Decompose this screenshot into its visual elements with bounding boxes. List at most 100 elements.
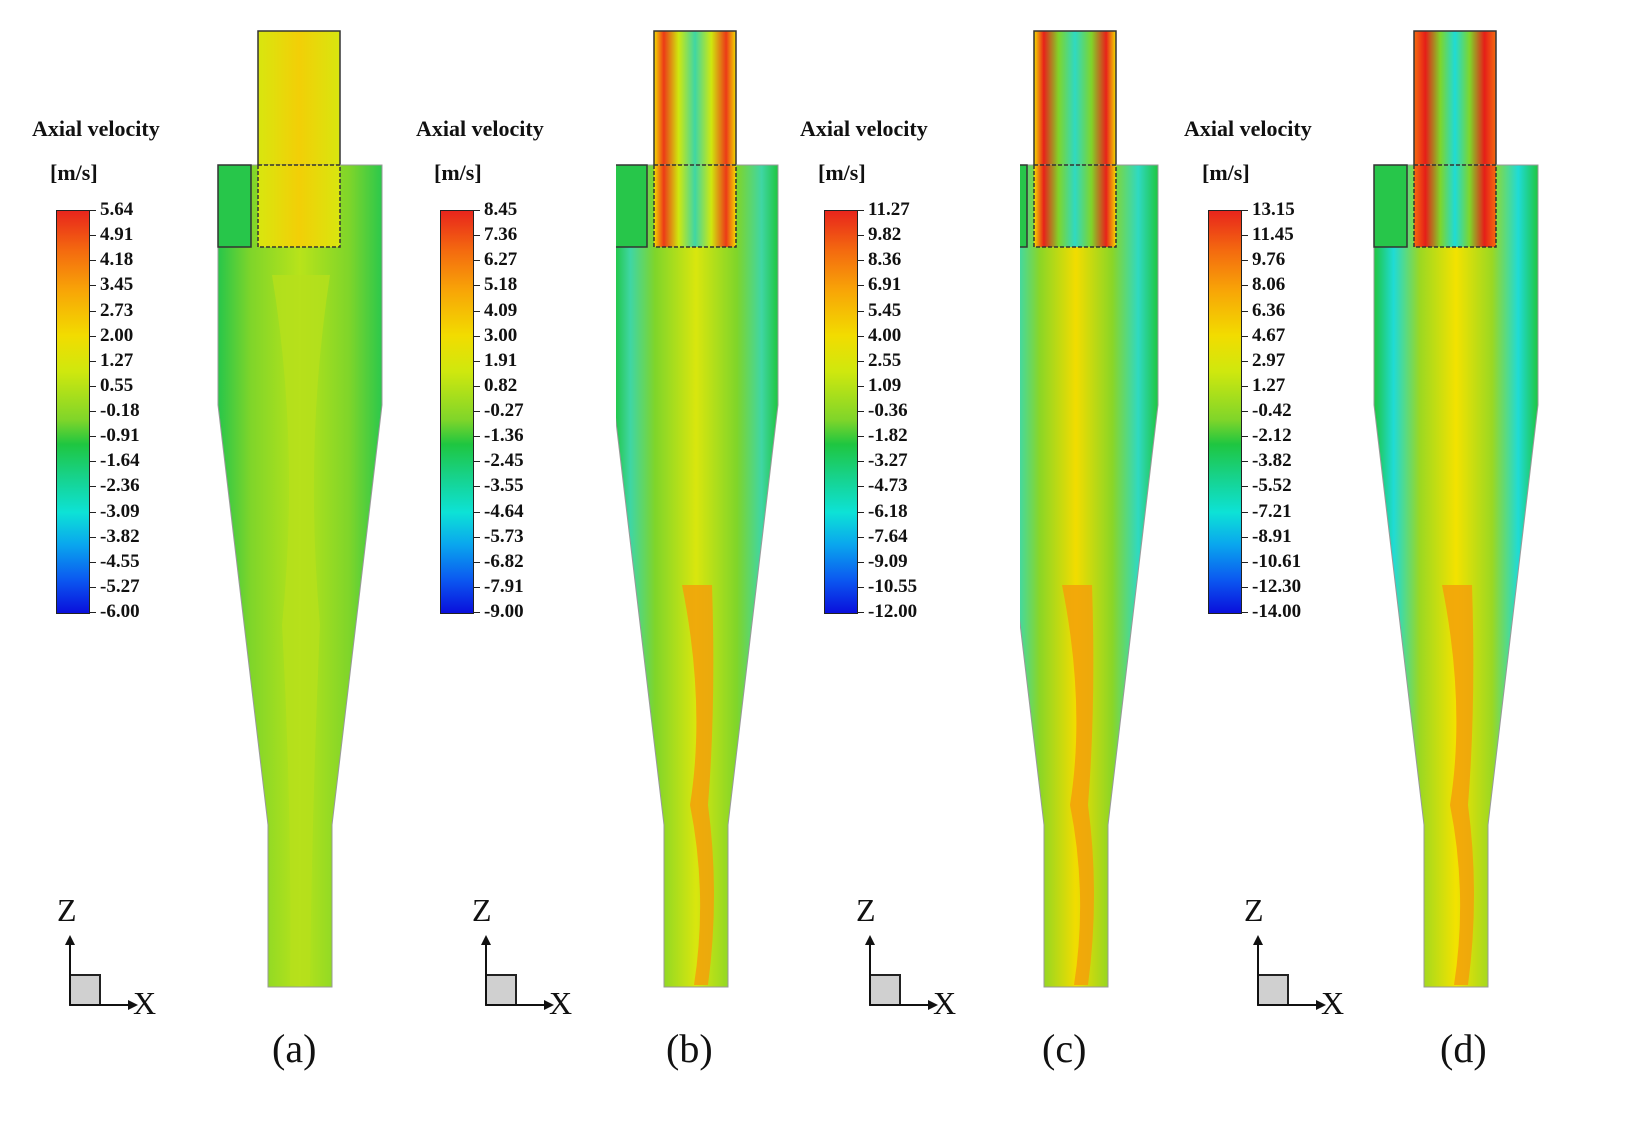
cyclone-contour (1020, 30, 1159, 988)
colorbar-tick (858, 461, 864, 462)
colorbar-tick-label: -0.36 (868, 400, 908, 421)
panel-caption: (a) (272, 1026, 317, 1071)
colorbar-tick-label: -14.00 (1252, 601, 1302, 622)
axis-triad (481, 935, 554, 1010)
colorbar-tick (1242, 210, 1248, 211)
colorbar-tick (90, 436, 96, 437)
colorbar-tick (90, 336, 96, 337)
colorbar-tick (474, 235, 480, 236)
colorbar-tick-label: -8.91 (1252, 526, 1292, 547)
colorbar-tick (90, 512, 96, 513)
colorbar-tick-label: 9.82 (868, 224, 902, 245)
colorbar-tick (90, 210, 96, 211)
colorbar-tick (474, 587, 480, 588)
colorbar-tick (858, 436, 864, 437)
colorbar-tick-label: -10.61 (1252, 551, 1302, 572)
colorbar-tick-label: 11.27 (868, 199, 910, 220)
colorbar-tick (858, 411, 864, 412)
colorbar-tick (858, 311, 864, 312)
colorbar-tick-label: 6.91 (868, 274, 902, 295)
colorbar-tick-label: 4.18 (100, 249, 134, 270)
axis-triad (865, 935, 938, 1010)
colorbar-tick (858, 285, 864, 286)
cyclone-contour (616, 30, 779, 988)
colorbar-tick (474, 311, 480, 312)
x-axis-label: X (933, 985, 957, 1021)
colorbar-tick-label: -3.82 (100, 526, 140, 547)
colorbar-tick (1242, 235, 1248, 236)
colorbar-tick (1242, 537, 1248, 538)
colorbar-tick (858, 235, 864, 236)
colorbar-tick-label: 1.09 (868, 375, 902, 396)
colorbar-tick (1242, 336, 1248, 337)
panel-b: Axial velocity [m/s] 8.45 7.36 6.27 5.18 4.0… (404, 0, 808, 1130)
colorbar-tick (90, 386, 96, 387)
axis-triad (65, 935, 138, 1010)
colorbar-tick (1242, 260, 1248, 261)
colorbar-tick (474, 260, 480, 261)
colorbar-tick (1242, 587, 1248, 588)
colorbar-tick-label: -3.82 (1252, 450, 1292, 471)
legend-title: Axial velocity (32, 116, 160, 141)
colorbar-tick (474, 612, 480, 613)
legend-title: Axial velocity (800, 116, 928, 141)
colorbar-tick-label: 5.64 (100, 199, 134, 220)
colorbar-tick (858, 512, 864, 513)
colorbar-tick-label: 4.00 (868, 325, 902, 346)
colorbar-tick-label: -1.82 (868, 425, 908, 446)
colorbar-tick-label: -2.36 (100, 475, 140, 496)
colorbar-tick-label: -5.52 (1252, 475, 1292, 496)
colorbar-tick-label: -2.45 (484, 450, 524, 471)
legend-unit: [m/s] (1202, 160, 1250, 185)
colorbar-tick (1242, 512, 1248, 513)
colorbar-tick (90, 411, 96, 412)
panel-caption: (d) (1440, 1026, 1487, 1071)
panel-caption: (b) (666, 1026, 713, 1071)
panel-d: Axial velocity [m/s] 13.15 11.45 9.76 8.06 6… (1184, 0, 1616, 1130)
colorbar-tick-label: -4.73 (868, 475, 908, 496)
colorbar-tick-label: 7.36 (484, 224, 518, 245)
colorbar-tick (474, 336, 480, 337)
colorbar-tick-label: -3.55 (484, 475, 524, 496)
colorbar-tick (474, 210, 480, 211)
colorbar-tick (858, 612, 864, 613)
colorbar-tick-label: -5.27 (100, 576, 140, 597)
colorbar-tick (1242, 612, 1248, 613)
colorbar-tick-label: 2.00 (100, 325, 134, 346)
colorbar-tick (858, 486, 864, 487)
colorbar-tick (90, 562, 96, 563)
colorbar-tick (90, 537, 96, 538)
colorbar-tick (474, 461, 480, 462)
colorbar-tick (858, 386, 864, 387)
colorbar-tick-label: 4.09 (484, 300, 518, 321)
colorbar-tick (474, 411, 480, 412)
colorbar-tick-label: -7.21 (1252, 501, 1292, 522)
z-axis-label: Z (472, 892, 492, 928)
colorbar (824, 210, 858, 614)
colorbar-tick (1242, 361, 1248, 362)
colorbar-tick-label: -0.27 (484, 400, 524, 421)
colorbar-tick-label: 2.97 (1252, 350, 1286, 371)
colorbar-tick-label: 0.82 (484, 375, 518, 396)
colorbar-tick-label: -0.42 (1252, 400, 1292, 421)
colorbar-tick (858, 210, 864, 211)
axis-origin-box (69, 974, 101, 1006)
colorbar-tick (90, 461, 96, 462)
colorbar-tick-label: -0.18 (100, 400, 140, 421)
colorbar-tick (1242, 285, 1248, 286)
colorbar-tick (90, 612, 96, 613)
colorbar-tick-label: 9.76 (1252, 249, 1286, 270)
legend-unit: [m/s] (434, 160, 482, 185)
colorbar-tick-label: -7.64 (868, 526, 908, 547)
colorbar-tick-label: 2.55 (868, 350, 902, 371)
colorbar-tick (474, 436, 480, 437)
colorbar-tick-label: 8.06 (1252, 274, 1286, 295)
colorbar-tick-label: -1.36 (484, 425, 524, 446)
colorbar-tick-label: -10.55 (868, 576, 918, 597)
z-axis-label: Z (856, 892, 876, 928)
colorbar-tick (858, 260, 864, 261)
x-axis-label: X (133, 985, 157, 1021)
colorbar-tick (1242, 411, 1248, 412)
x-axis-label: X (1321, 985, 1345, 1021)
colorbar-tick-label: -9.09 (868, 551, 908, 572)
